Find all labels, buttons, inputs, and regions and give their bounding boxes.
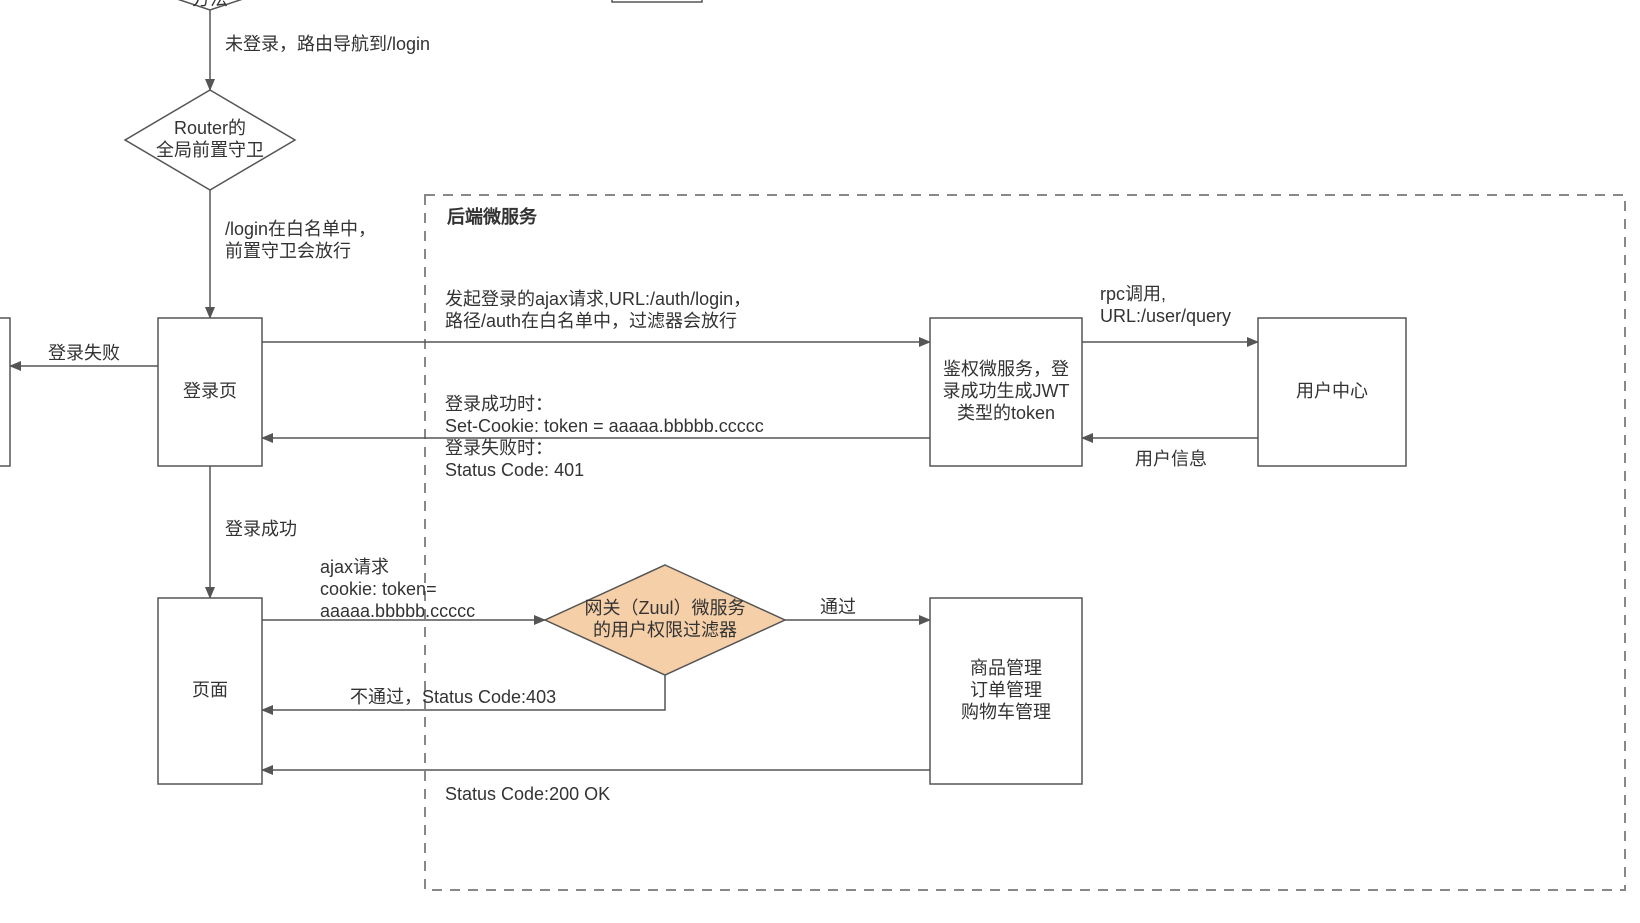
edge-label-e_login_to_auth: 路径/auth在白名单中，过滤器会放行 — [445, 311, 737, 331]
edge-label-e_login_to_left: 登录失败 — [48, 343, 120, 363]
node-label-zuul_gateway: 网关（Zuul）微服务 — [584, 598, 745, 618]
node-label-router_guard: 全局前置守卫 — [156, 140, 264, 160]
edge-label-e_auth_to_login: Status Code: 401 — [445, 460, 584, 480]
edge-label-e_auth_to_login: 登录成功时： — [445, 394, 553, 414]
edge-label-e_zuul_to_product: 通过 — [820, 597, 856, 617]
node-label-login_page: 登录页 — [183, 381, 237, 401]
edge-label-e_guard_to_login: /login在白名单中， — [225, 219, 376, 239]
edge-label-e_user_to_auth: 用户信息 — [1135, 449, 1207, 469]
node-label-auth_service: 录成功生成JWT — [943, 381, 1070, 401]
edge-label-e_zuul_to_page_fail: 不通过，Status Code:403 — [350, 687, 556, 707]
node-label-method_top: 方法 — [192, 0, 228, 9]
node-top_partial — [612, 0, 702, 2]
node-label-page: 页面 — [192, 680, 228, 700]
edge-label-e_auth_to_user: URL:/user/query — [1100, 306, 1231, 326]
node-label-product_mgmt: 购物车管理 — [961, 702, 1051, 722]
edge-label-e_auth_to_user: rpc调用, — [1100, 284, 1166, 304]
edge-label-e_auth_to_login: 登录失败时： — [445, 438, 553, 458]
backend-region-title: 后端微服务 — [447, 206, 538, 227]
edge-label-e_top_to_guard: 未登录，路由导航到/login — [225, 34, 430, 54]
node-label-router_guard: Router的 — [174, 118, 246, 138]
edge-label-e_login_to_page: 登录成功 — [225, 519, 297, 539]
edge-label-e_page_to_zuul: ajax请求 — [320, 557, 389, 577]
flowchart-canvas: 后端微服务未登录，路由导航到/login/login在白名单中，前置守卫会放行登… — [0, 0, 1640, 923]
edge-label-e_auth_to_login: Set-Cookie: token = aaaaa.bbbbb.ccccc — [445, 416, 764, 436]
node-label-product_mgmt: 商品管理 — [970, 658, 1042, 678]
node-label-auth_service: 鉴权微服务，登 — [943, 359, 1069, 379]
node-label-zuul_gateway: 的用户权限过滤器 — [593, 620, 737, 640]
edge-label-e_page_to_zuul: aaaaa.bbbbb.ccccc — [320, 601, 475, 621]
node-label-auth_service: 类型的token — [957, 403, 1055, 423]
node-left_partial — [0, 318, 10, 466]
edge-label-e_product_to_page: Status Code:200 OK — [445, 784, 610, 804]
node-label-user_center: 用户中心 — [1296, 381, 1368, 401]
edge-label-e_guard_to_login: 前置守卫会放行 — [225, 241, 351, 261]
edge-label-e_login_to_auth: 发起登录的ajax请求,URL:/auth/login， — [445, 289, 751, 309]
node-label-product_mgmt: 订单管理 — [970, 680, 1042, 700]
edge-label-e_page_to_zuul: cookie: token= — [320, 579, 437, 599]
